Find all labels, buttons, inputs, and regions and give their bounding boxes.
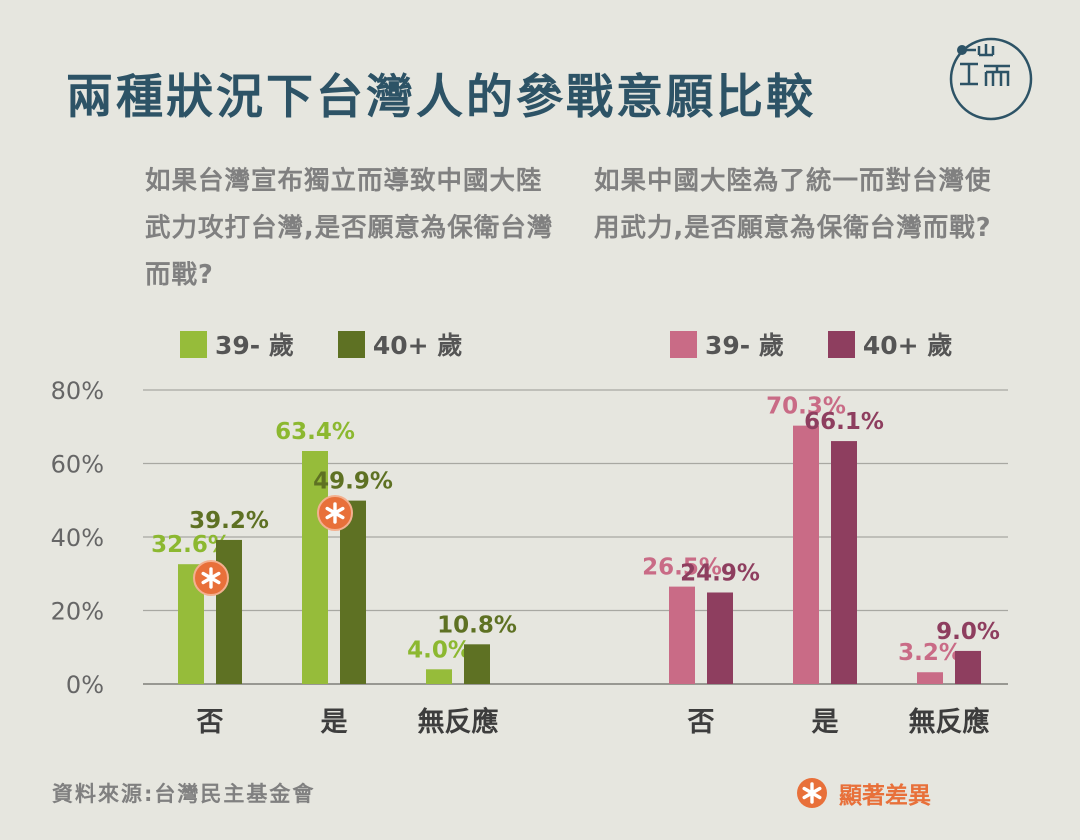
legend-item-young: 39- 歲 — [180, 326, 294, 362]
significance-legend: 顯著差異 — [797, 776, 931, 810]
data-label: 10.8% — [437, 612, 517, 638]
data-label: 63.4% — [275, 419, 355, 445]
bar — [302, 451, 328, 684]
legend-item-young: 39- 歲 — [670, 326, 784, 362]
question-right: 如果中國大陸為了統一而對台灣使用武力,是否願意為保衛台灣而戰? — [594, 166, 992, 243]
bar — [793, 425, 819, 684]
significance-star-icon — [317, 495, 353, 531]
bar — [955, 650, 981, 684]
bar — [426, 669, 452, 684]
category-label: 否 — [688, 707, 715, 738]
bar — [216, 539, 242, 684]
bar — [340, 500, 366, 684]
legend-left: 39- 歲 40+ 歲 — [180, 326, 462, 362]
data-label: 39.2% — [189, 508, 269, 534]
initium-logo: 端 — [949, 37, 1033, 121]
legend-label-young: 39- 歲 — [705, 331, 784, 360]
bar — [831, 441, 857, 684]
data-label: 70.3% — [766, 394, 846, 420]
legend-label-old: 40+ 歲 — [862, 331, 953, 360]
source-note: 資料來源:台灣民主基金會 — [52, 782, 316, 806]
y-tick-label: 0% — [66, 671, 104, 699]
category-label: 是 — [812, 707, 839, 738]
bar — [464, 644, 490, 684]
legend-swatch-old — [827, 330, 855, 358]
data-label: 4.0% — [407, 637, 471, 663]
legend-right: 39- 歲 40+ 歲 — [670, 326, 952, 362]
legend-swatch-old — [337, 330, 365, 358]
data-label: 26.5% — [642, 555, 722, 581]
y-tick-label: 40% — [51, 524, 104, 552]
legend-label-young: 39- 歲 — [215, 331, 294, 360]
category-label: 是 — [321, 707, 348, 738]
significance-label: 顯著差異 — [839, 783, 931, 809]
data-label: 9.0% — [936, 619, 1000, 645]
y-tick-label: 20% — [51, 598, 104, 626]
legend-item-old: 40+ 歲 — [337, 326, 463, 362]
y-tick-label: 60% — [51, 451, 104, 479]
star-badge-icon — [797, 778, 827, 808]
bar — [917, 672, 943, 684]
data-label: 49.9% — [313, 469, 393, 495]
data-label: 3.2% — [898, 640, 962, 666]
significance-star-icon — [193, 560, 229, 596]
data-label: 24.9% — [680, 560, 760, 586]
legend-swatch-young — [670, 330, 697, 358]
question-left: 如果台灣宣布獨立而導致中國大陸武力攻打台灣,是否願意為保衛台灣而戰? — [145, 166, 554, 290]
category-label: 無反應 — [418, 706, 499, 738]
legend-label-old: 40+ 歲 — [372, 331, 463, 360]
bar — [669, 586, 695, 684]
bar — [707, 592, 733, 684]
page-title: 兩種狀況下台灣人的參戰意願比較 — [66, 70, 816, 125]
category-label: 無反應 — [909, 706, 990, 738]
legend-swatch-young — [180, 330, 207, 358]
y-tick-label: 80% — [51, 377, 104, 405]
data-label: 66.1% — [804, 409, 884, 435]
legend-item-old: 40+ 歲 — [827, 326, 953, 362]
category-label: 否 — [197, 707, 224, 738]
